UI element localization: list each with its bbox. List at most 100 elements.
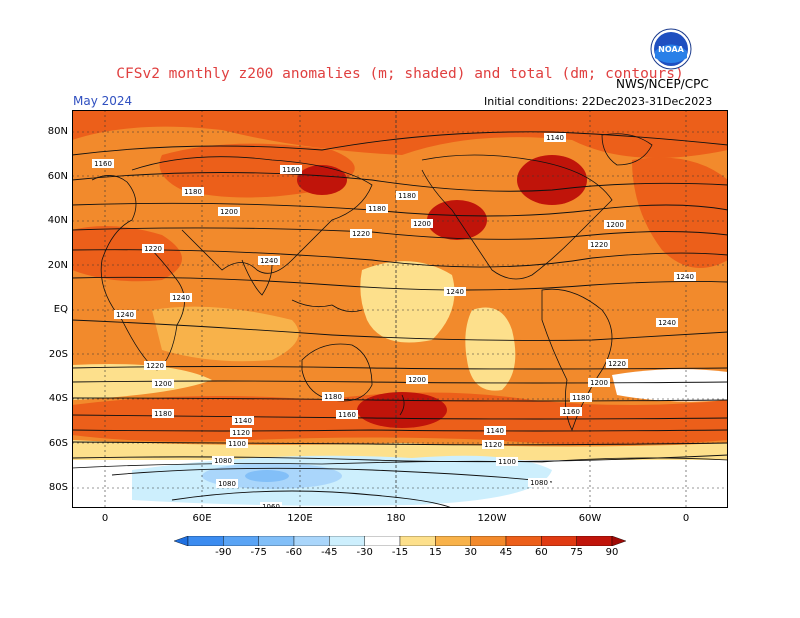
contour-label: 1240 (674, 272, 696, 281)
shading-pacific-max (427, 200, 487, 240)
contour-label: 1200 (406, 375, 428, 384)
svg-text:1180: 1180 (154, 410, 172, 418)
contour-label: 1180 (396, 191, 418, 200)
shading-indian-ocean (152, 306, 299, 362)
shading-tropical-pacific (360, 261, 455, 343)
svg-text:1200: 1200 (220, 208, 238, 216)
contour-label: 1200 (588, 378, 610, 387)
colorbar-label: 30 (464, 547, 478, 558)
contour-label: 1180 (322, 392, 344, 401)
lat-label-80s: 80S (48, 482, 68, 493)
svg-text:1200: 1200 (606, 221, 624, 229)
contour-label-group: 1140 1160 1160 1180 1180 1180 1200 1200 … (92, 133, 696, 508)
initial-conditions: Initial conditions: 22Dec2023-31Dec2023 (484, 95, 713, 108)
svg-text:1200: 1200 (154, 380, 172, 388)
chart-title: CFSv2 monthly z200 anomalies (m; shaded)… (116, 66, 684, 82)
contour-label: 1200 (411, 219, 433, 228)
svg-text:1180: 1180 (572, 394, 590, 402)
lon-label-120w: 120W (477, 513, 507, 524)
colorbar-label: 15 (428, 547, 442, 558)
graticule (72, 110, 728, 508)
svg-text:1140: 1140 (546, 134, 564, 142)
svg-text:1160: 1160 (94, 160, 112, 168)
contour-label: 1220 (606, 359, 628, 368)
colorbar-swatch (293, 536, 330, 546)
lat-label-60s: 60S (48, 438, 68, 449)
contour-label: 1100 (496, 457, 518, 466)
colorbar-swatch (541, 536, 577, 546)
svg-text:1140: 1140 (486, 427, 504, 435)
colorbar-swatch (611, 536, 626, 546)
svg-text:1200: 1200 (590, 379, 608, 387)
shading-antarctic-strong (245, 470, 289, 482)
colorbar-label: -60 (285, 547, 303, 558)
contour-label: 1160 (92, 159, 114, 168)
svg-text:1120: 1120 (232, 429, 250, 437)
colorbar-label: 60 (534, 547, 548, 558)
svg-text:1180: 1180 (324, 393, 342, 401)
svg-text:1240: 1240 (658, 319, 676, 327)
contour-label: 1200 (604, 220, 626, 229)
colorbar-swatch (364, 536, 401, 546)
colorbar-swatch (576, 536, 613, 546)
lat-label-60n: 60N (47, 171, 68, 182)
contour-label: 1060 (260, 502, 282, 508)
contour-label: 1140 (232, 416, 254, 425)
svg-text:1180: 1180 (398, 192, 416, 200)
contour-label: 1220 (588, 240, 610, 249)
svg-text:1100: 1100 (228, 440, 246, 448)
forecast-month: May 2024 (73, 94, 133, 108)
lat-label-20n: 20N (47, 260, 68, 271)
colorbar-label: 45 (499, 547, 513, 558)
svg-text:1200: 1200 (408, 376, 426, 384)
shading-neutral-southeast (612, 369, 728, 402)
colorbar-swatch (223, 536, 259, 546)
svg-text:1220: 1220 (608, 360, 626, 368)
contour-label: 1200 (218, 207, 240, 216)
contour-label: 1200 (152, 379, 174, 388)
svg-text:1060: 1060 (262, 503, 280, 508)
contours (72, 131, 728, 508)
lat-label-20s: 20S (48, 349, 68, 360)
contour-label: 1180 (152, 409, 174, 418)
shading-siberia-max (297, 165, 347, 195)
contour-label: 1080 (216, 479, 238, 488)
contour-label: 1180 (182, 187, 204, 196)
shading-east-pacific (465, 307, 516, 391)
svg-text:1240: 1240 (116, 311, 134, 319)
lon-label-0-right: 0 (682, 513, 690, 524)
contour-label: 1220 (142, 244, 164, 253)
colorbar-label: -15 (391, 547, 409, 558)
lon-label-0: 0 (101, 513, 109, 524)
colorbar-swatch (505, 536, 542, 546)
shading-south-pacific-max (357, 392, 447, 428)
svg-text:1080: 1080 (530, 479, 548, 487)
lat-label-eq: EQ (53, 304, 68, 315)
contour-label: 1220 (144, 361, 166, 370)
contour-label: 1160 (336, 410, 358, 419)
noaa-logo-text: NOAA (658, 45, 684, 54)
contour-label: 1160 (560, 407, 582, 416)
contour-label: 1140 (484, 426, 506, 435)
lat-label-80n: 80N (47, 126, 68, 137)
colorbar (174, 536, 626, 546)
lat-label-40s: 40S (48, 393, 68, 404)
lon-label-60e: 60E (192, 513, 212, 524)
lat-label-40n: 40N (47, 215, 68, 226)
shading-africa-north (72, 226, 182, 282)
contour-label: 1240 (114, 310, 136, 319)
svg-text:1180: 1180 (184, 188, 202, 196)
contour-label: 1220 (350, 229, 372, 238)
contour-label: 1080 (528, 478, 550, 487)
contour-label: 1180 (366, 204, 388, 213)
contour-label: 1080 (212, 456, 234, 465)
svg-text:1220: 1220 (144, 245, 162, 253)
colorbar-label: 90 (605, 547, 619, 558)
contour-label: 1240 (444, 287, 466, 296)
contour-label: 1180 (570, 393, 592, 402)
svg-text:1160: 1160 (562, 408, 580, 416)
contour-label: 1160 (280, 165, 302, 174)
svg-text:1180: 1180 (368, 205, 386, 213)
noaa-logo: NOAA (650, 28, 692, 70)
contour-label: 1120 (482, 440, 504, 449)
